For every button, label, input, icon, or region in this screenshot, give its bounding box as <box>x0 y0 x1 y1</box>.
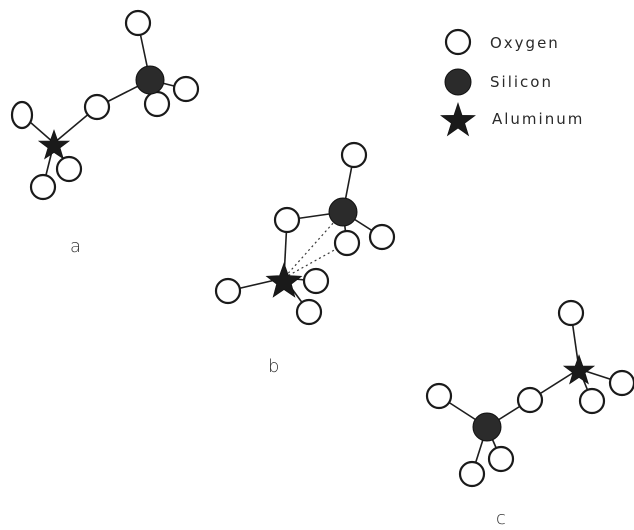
oxygen-atom <box>557 299 585 327</box>
oxygen-atom <box>172 75 200 103</box>
oxygen-atom <box>333 229 361 257</box>
oxygen-atom <box>368 223 396 251</box>
silicon-atom <box>135 65 165 95</box>
panel-b-label: b <box>268 356 279 377</box>
oxygen-atom <box>516 386 544 414</box>
oxygen-atom <box>295 298 323 326</box>
legend-aluminum-symbol <box>440 102 476 137</box>
oxygen-atom <box>10 100 34 130</box>
aluminum-atom <box>562 354 596 385</box>
oxygen-atom <box>124 9 152 37</box>
panel-a-structure <box>10 9 200 201</box>
oxygen-atom <box>29 173 57 201</box>
oxygen-atom <box>458 460 486 488</box>
panel-c-label: c <box>496 508 506 529</box>
silicon-atom <box>328 197 358 227</box>
legend-silicon-label: Silicon <box>490 73 553 91</box>
panel-a-label: a <box>70 236 81 257</box>
oxygen-atom <box>214 277 242 305</box>
oxygen-atom <box>425 382 453 410</box>
legend: Oxygen Silicon Aluminum <box>440 28 584 137</box>
oxygen-atom <box>487 445 515 473</box>
legend-silicon-symbol <box>444 68 472 96</box>
legend-oxygen-symbol <box>444 28 472 56</box>
panel-b-structure <box>214 141 396 326</box>
aluminum-atom <box>37 129 71 160</box>
oxygen-atom <box>83 93 111 121</box>
legend-oxygen-label: Oxygen <box>490 34 560 52</box>
panel-c-structure <box>425 299 634 488</box>
dotted-bond <box>283 242 348 279</box>
silicon-atom <box>472 412 502 442</box>
oxygen-atom <box>55 155 83 183</box>
oxygen-atom <box>143 90 171 118</box>
oxygen-atom <box>608 369 634 397</box>
oxygen-atom <box>273 206 301 234</box>
oxygen-atom <box>340 141 368 169</box>
legend-aluminum-label: Aluminum <box>492 110 584 128</box>
oxygen-atom <box>578 387 606 415</box>
oxygen-atom <box>302 267 330 295</box>
aluminum-atom <box>265 262 303 298</box>
